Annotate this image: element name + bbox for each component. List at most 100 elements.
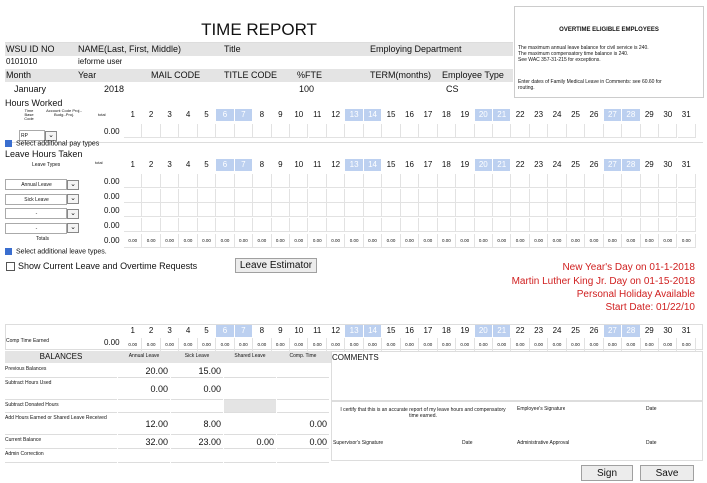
leave-cell-27[interactable] (603, 203, 623, 217)
leave-cell-23[interactable] (529, 217, 549, 232)
leave-cell-22[interactable] (511, 188, 530, 203)
leave-cell-19[interactable] (456, 188, 475, 203)
leave-cell-8[interactable] (253, 203, 272, 217)
leave-cell-7[interactable] (234, 188, 254, 203)
hours-cell-10[interactable] (290, 124, 309, 138)
leave-cell-25[interactable] (566, 174, 586, 188)
leave-cell-23[interactable] (529, 203, 549, 217)
leave-cell-20[interactable] (474, 203, 493, 217)
balance-cell[interactable] (277, 378, 329, 400)
chevron-down-icon[interactable]: ⌄ (67, 179, 79, 190)
leave-cell-22[interactable] (511, 217, 530, 232)
leave-cell-23[interactable] (529, 188, 549, 203)
balance-cell[interactable] (118, 449, 170, 463)
select-leave-types-label[interactable]: Select additional leave types. (16, 248, 107, 256)
leave-cell-21[interactable] (493, 203, 512, 217)
balance-cell[interactable]: 32.00 (118, 435, 170, 449)
hours-cell-30[interactable] (659, 124, 678, 138)
leave-cell-14[interactable] (363, 174, 383, 188)
balance-cell[interactable]: 20.00 (118, 364, 170, 378)
hours-cell-21[interactable] (493, 124, 512, 138)
leave-cell-20[interactable] (474, 188, 493, 203)
hours-cell-26[interactable] (585, 124, 604, 138)
leave-cell-7[interactable] (234, 217, 254, 232)
leave-cell-25[interactable] (566, 217, 586, 232)
leave-cell-1[interactable] (124, 217, 143, 232)
leave-cell-3[interactable] (160, 188, 180, 203)
leave-cell-21[interactable] (493, 217, 512, 232)
leave-cell-7[interactable] (234, 174, 254, 188)
leave-cell-12[interactable] (326, 217, 346, 232)
leave-cell-13[interactable] (345, 188, 364, 203)
leave-cell-5[interactable] (197, 203, 217, 217)
leave-cell-28[interactable] (622, 217, 641, 232)
leave-cell-24[interactable] (548, 174, 567, 188)
leave-estimator-button[interactable]: Leave Estimator (235, 258, 317, 273)
leave-type-select[interactable]: - ⌄ (5, 220, 79, 238)
leave-cell-4[interactable] (179, 174, 198, 188)
leave-cell-16[interactable] (400, 203, 420, 217)
hours-cell-28[interactable] (622, 124, 641, 138)
leave-cell-21[interactable] (493, 188, 512, 203)
hours-cell-16[interactable] (400, 124, 420, 138)
leave-cell-24[interactable] (548, 188, 567, 203)
leave-cell-8[interactable] (253, 217, 272, 232)
hours-cell-20[interactable] (474, 124, 493, 138)
balance-cell[interactable]: 0.00 (118, 378, 170, 400)
leave-cell-11[interactable] (308, 174, 327, 188)
balance-cell[interactable]: 23.00 (171, 435, 223, 449)
leave-cell-15[interactable] (382, 203, 401, 217)
leave-cell-13[interactable] (345, 217, 364, 232)
leave-cell-17[interactable] (419, 203, 438, 217)
leave-type-value[interactable]: - (5, 222, 67, 234)
balance-cell[interactable] (171, 400, 223, 413)
leave-cell-30[interactable] (659, 174, 678, 188)
leave-cell-2[interactable] (142, 174, 161, 188)
leave-cell-10[interactable] (290, 203, 309, 217)
balance-cell[interactable]: 0.00 (224, 435, 276, 449)
hours-cell-9[interactable] (271, 124, 291, 138)
balance-cell[interactable] (118, 400, 170, 413)
leave-cell-1[interactable] (124, 174, 143, 188)
select-pay-types-link[interactable]: Select additional pay types (5, 140, 99, 147)
leave-cell-18[interactable] (437, 188, 457, 203)
leave-cell-15[interactable] (382, 174, 401, 188)
hours-cell-29[interactable] (640, 124, 660, 138)
leave-cell-5[interactable] (197, 217, 217, 232)
leave-cell-20[interactable] (474, 174, 493, 188)
hours-cell-27[interactable] (603, 124, 623, 138)
balance-cell[interactable]: 0.00 (277, 413, 329, 435)
hours-cell-23[interactable] (529, 124, 549, 138)
hours-cell-17[interactable] (419, 124, 438, 138)
leave-cell-19[interactable] (456, 174, 475, 188)
leave-cell-21[interactable] (493, 174, 512, 188)
leave-cell-16[interactable] (400, 188, 420, 203)
hours-cell-13[interactable] (345, 124, 364, 138)
leave-cell-16[interactable] (400, 174, 420, 188)
leave-cell-31[interactable] (677, 203, 696, 217)
leave-cell-31[interactable] (677, 217, 696, 232)
leave-cell-15[interactable] (382, 188, 401, 203)
show-requests-label[interactable]: Show Current Leave and Overtime Requests (18, 261, 198, 271)
leave-cell-18[interactable] (437, 203, 457, 217)
leave-cell-12[interactable] (326, 174, 346, 188)
leave-cell-4[interactable] (179, 203, 198, 217)
chevron-down-icon[interactable]: ⌄ (67, 208, 79, 219)
leave-cell-26[interactable] (585, 217, 604, 232)
hours-cell-12[interactable] (326, 124, 346, 138)
hours-cell-5[interactable] (197, 124, 217, 138)
leave-cell-9[interactable] (271, 203, 291, 217)
leave-cell-29[interactable] (640, 188, 660, 203)
chevron-down-icon[interactable]: ⌄ (45, 130, 57, 141)
balance-cell[interactable]: 0.00 (171, 378, 223, 400)
chevron-down-icon[interactable]: ⌄ (67, 194, 79, 205)
leave-cell-14[interactable] (363, 203, 383, 217)
hours-cell-1[interactable] (124, 124, 143, 138)
leave-cell-14[interactable] (363, 217, 383, 232)
leave-cell-22[interactable] (511, 174, 530, 188)
leave-cell-27[interactable] (603, 217, 623, 232)
balance-cell[interactable]: 15.00 (171, 364, 223, 378)
leave-cell-27[interactable] (603, 174, 623, 188)
leave-cell-11[interactable] (308, 188, 327, 203)
balance-cell[interactable] (224, 378, 276, 400)
